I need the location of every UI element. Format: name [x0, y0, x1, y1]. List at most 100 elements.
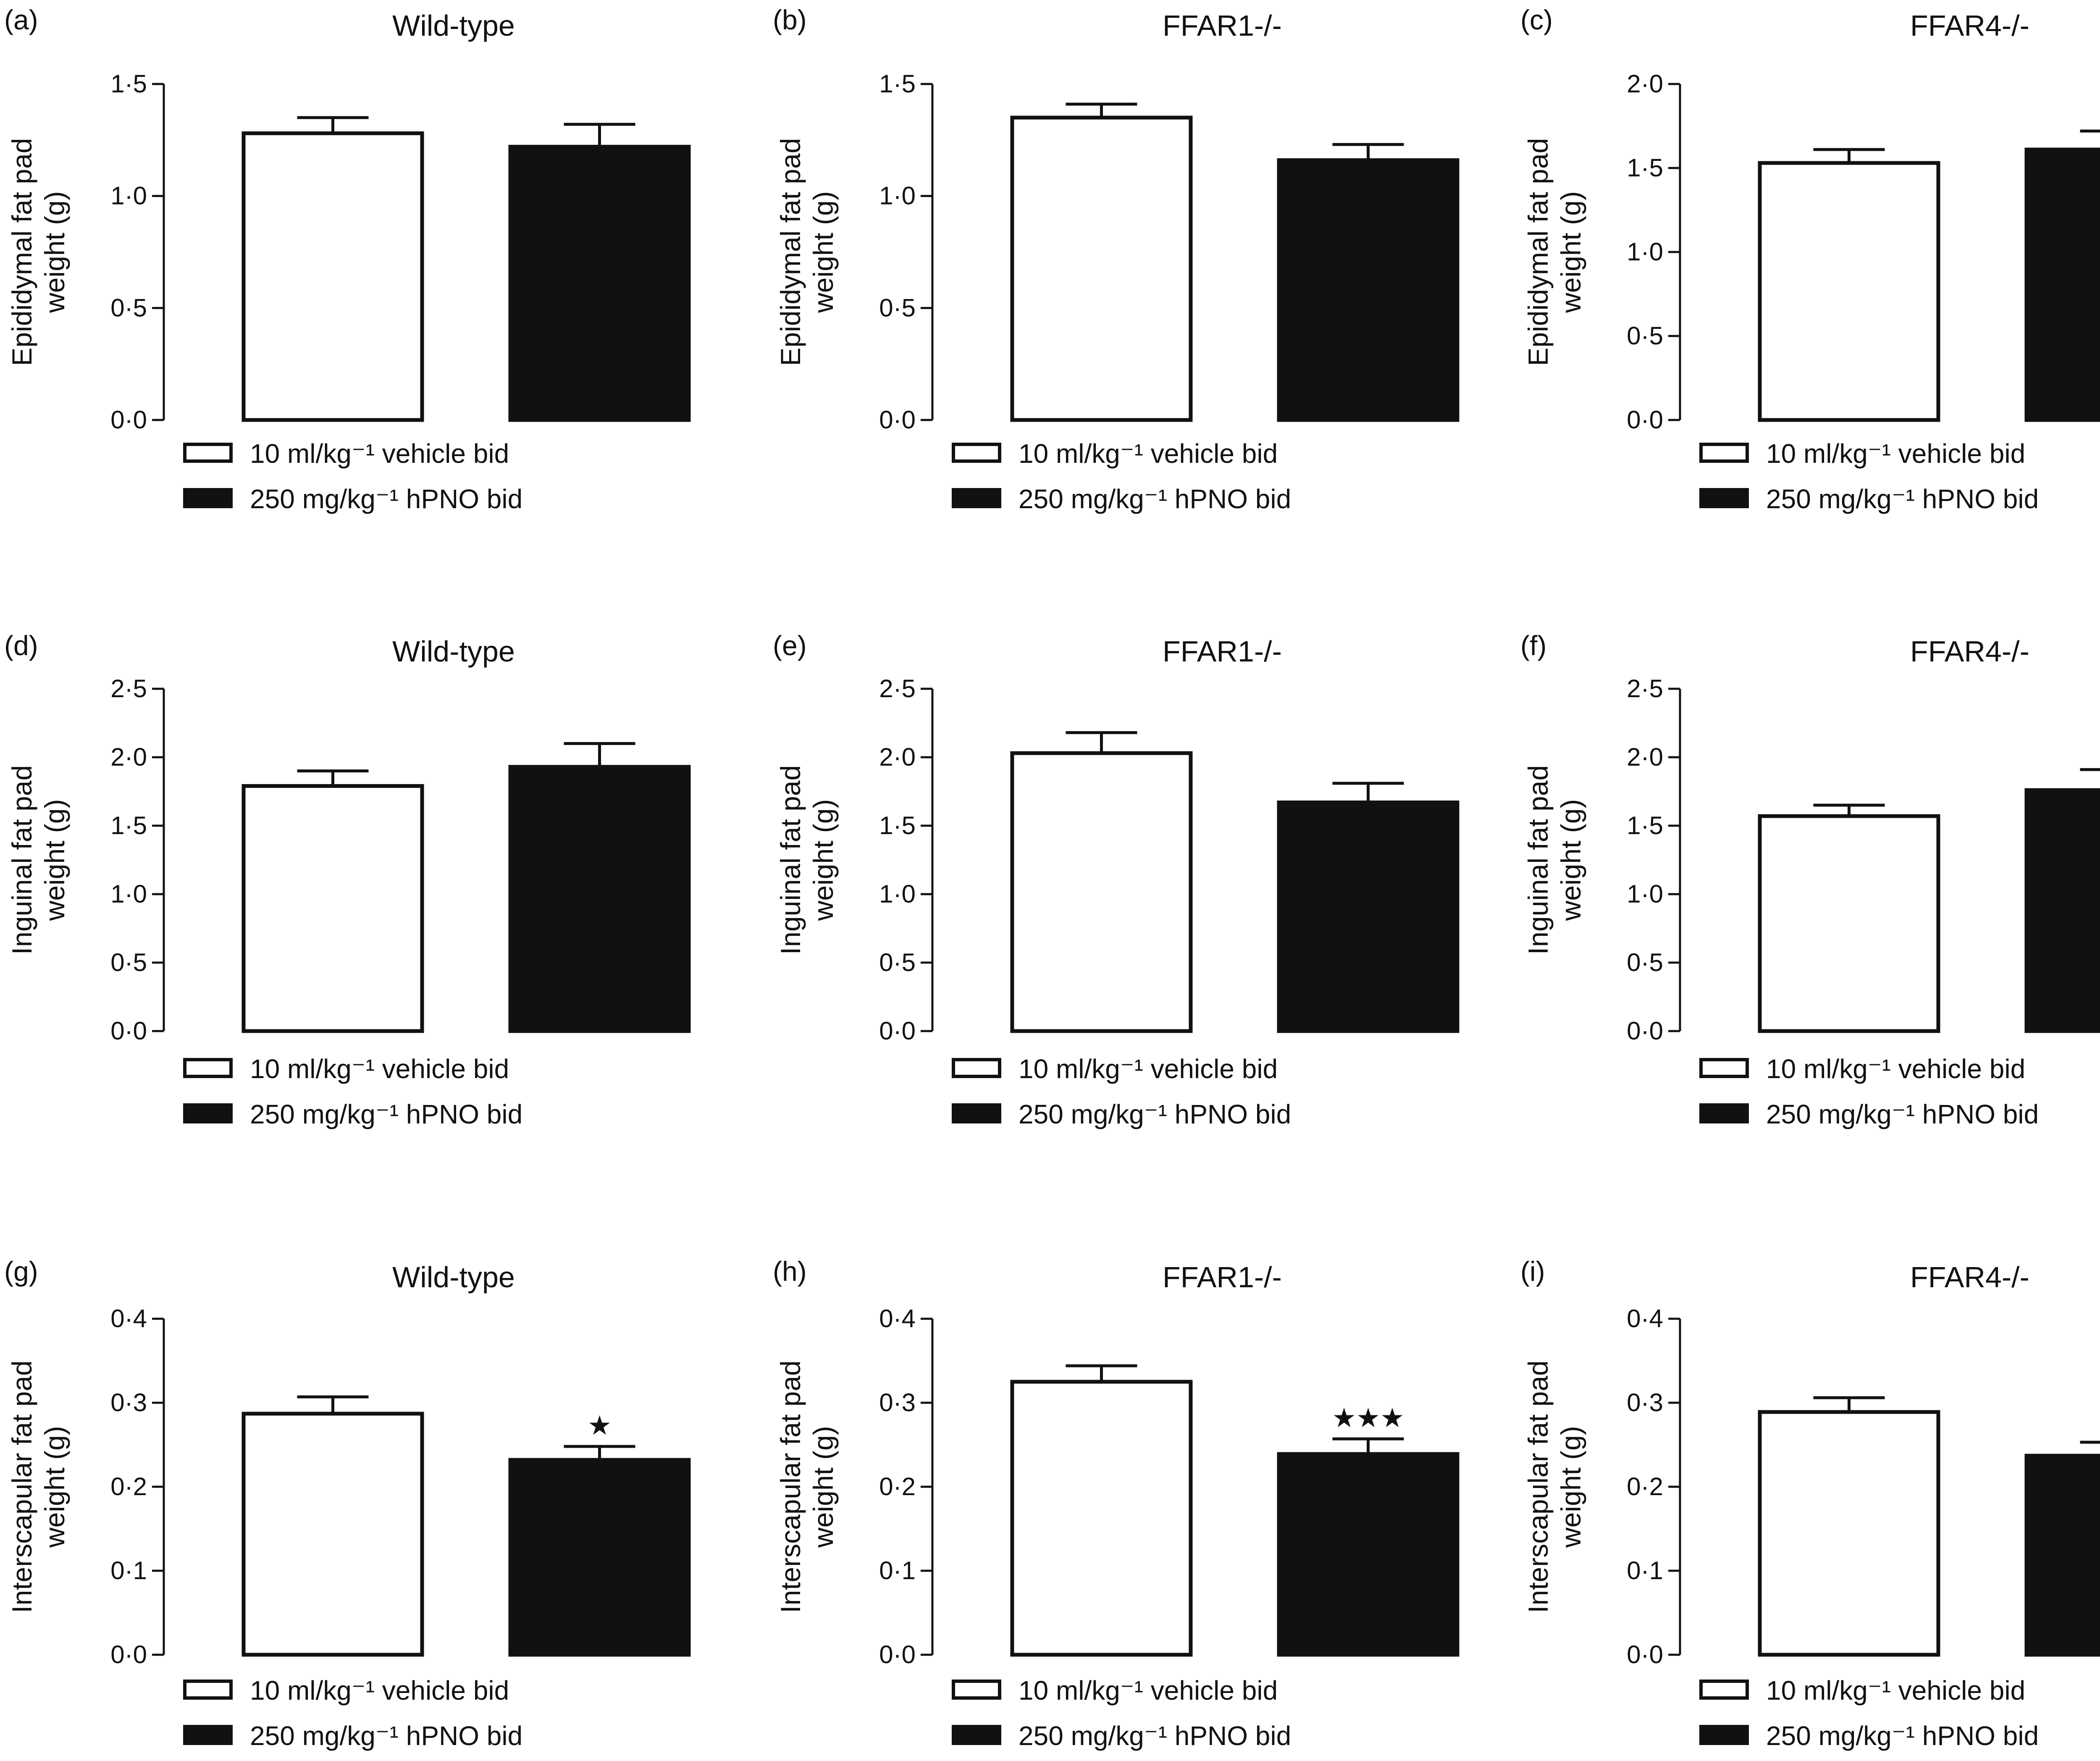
y-tick-label: 0·0	[110, 1017, 147, 1045]
y-tick-label: 0·1	[110, 1556, 147, 1585]
y-axis-title-line: Interscapular fat pad	[1522, 1360, 1554, 1613]
legend-swatch-hpno	[1699, 1103, 1749, 1123]
bar-vehicle	[1010, 751, 1193, 1033]
y-axis-title: Inguinal fat padweight (g)	[6, 765, 70, 955]
legend-swatch-hpno	[183, 1725, 233, 1745]
y-axis-title: Inguinal fat padweight (g)	[1522, 765, 1586, 955]
legend-label: 10 ml/kg⁻¹ vehicle bid	[250, 438, 509, 469]
bar-vehicle	[1758, 814, 1940, 1033]
y-tick-label: 0·3	[110, 1388, 147, 1417]
bar-vehicle	[242, 131, 424, 422]
legend-swatch-vehicle	[183, 443, 233, 463]
legend-swatch-vehicle	[183, 1058, 233, 1078]
y-axis-title: Interscapular fat padweight (g)	[6, 1360, 70, 1613]
legend-label: 10 ml/kg⁻¹ vehicle bid	[1766, 1054, 2025, 1084]
panel-f: (f) FFAR4-/- Inguinal fat padweight (g) 0·0…	[1520, 630, 2100, 1129]
y-tick-label: 1·0	[879, 182, 916, 210]
legend-label: 250 mg/kg⁻¹ hPNO bid	[1018, 484, 1291, 514]
y-axis-title: Interscapular fat padweight (g)	[1522, 1360, 1586, 1613]
bar-hpno	[2024, 788, 2100, 1033]
y-axis-title-line: Interscapular fat pad	[6, 1360, 37, 1613]
y-tick-label: 2·0	[879, 743, 916, 771]
panel-d: (d) Wild-type Inguinal fat padweight (g) 0·…	[4, 630, 691, 1129]
panel-title: FFAR1-/-	[1163, 1261, 1282, 1294]
legend-label: 10 ml/kg⁻¹ vehicle bid	[1018, 1054, 1278, 1084]
panel-title: FFAR4-/-	[1910, 635, 2029, 668]
y-tick-label: 1·5	[879, 811, 916, 840]
legend-swatch-vehicle	[1699, 443, 1749, 463]
y-tick-label: 0·2	[1627, 1472, 1663, 1501]
y-tick-label: 1·0	[1627, 238, 1663, 266]
legend-swatch-vehicle	[1699, 1680, 1749, 1700]
panel-h: (h) FFAR1-/- Interscapular fat padweight (…	[773, 1256, 1460, 1751]
panel-e: (e) FFAR1-/- Inguinal fat padweight (g) 0·0…	[773, 630, 1460, 1129]
legend-label: 250 mg/kg⁻¹ hPNO bid	[250, 484, 522, 514]
y-axis-title: Inguinal fat padweight (g)	[775, 765, 839, 955]
y-axis-title-line: weight (g)	[808, 191, 839, 313]
y-tick-label: 0·5	[879, 948, 916, 976]
legend-label: 250 mg/kg⁻¹ hPNO bid	[1018, 1721, 1291, 1751]
panel-letter: (h)	[773, 1256, 807, 1287]
bar-vehicle	[1758, 161, 1940, 422]
y-axis-title-line: weight (g)	[1555, 799, 1586, 921]
legend-label: 10 ml/kg⁻¹ vehicle bid	[250, 1675, 509, 1706]
legend-swatch-hpno	[1699, 488, 1749, 508]
legend-swatch-hpno	[183, 488, 233, 508]
y-axis-title: Epididymal fat padweight (g)	[1522, 138, 1586, 366]
y-tick-label: 0·2	[879, 1472, 916, 1501]
panel-letter: (e)	[773, 630, 807, 661]
legend-label: 10 ml/kg⁻¹ vehicle bid	[1018, 1675, 1278, 1706]
panel-title: Wild-type	[392, 635, 515, 668]
panel-letter: (i)	[1520, 1256, 1545, 1287]
y-tick-label: 1·5	[110, 70, 147, 98]
bar-vehicle	[1010, 1380, 1193, 1657]
y-axis-title-line: weight (g)	[1555, 191, 1586, 313]
panel-g: (g) Wild-type Interscapular fat padweight …	[4, 1256, 691, 1751]
y-tick-label: 0·0	[879, 1017, 916, 1045]
y-tick-label: 0·0	[1627, 406, 1663, 434]
y-tick-label: 2·0	[110, 743, 147, 771]
bar-hpno	[1277, 1452, 1460, 1657]
panel-title: Wild-type	[392, 9, 515, 42]
panel-a: (a) Wild-type Epididymal fat padweight (g)…	[4, 4, 691, 514]
legend-label: 250 mg/kg⁻¹ hPNO bid	[1766, 1099, 2039, 1129]
y-tick-label: 0·5	[1627, 322, 1663, 350]
y-tick-label: 1·5	[110, 811, 147, 840]
significance-mark: ★★★	[1332, 1403, 1404, 1433]
y-tick-label: 2·0	[1627, 70, 1663, 98]
legend-swatch-vehicle	[952, 1680, 1001, 1700]
y-tick-label: 0·0	[879, 406, 916, 434]
panel-letter: (f)	[1520, 630, 1546, 661]
panel-title: FFAR4-/-	[1910, 1261, 2029, 1294]
legend-label: 250 mg/kg⁻¹ hPNO bid	[1018, 1099, 1291, 1129]
bar-vehicle	[242, 784, 424, 1033]
y-tick-label: 1·0	[879, 880, 916, 908]
panel-letter: (a)	[4, 4, 38, 35]
panel-b: (b) FFAR1-/- Epididymal fat padweight (g) 0…	[773, 4, 1460, 514]
y-tick-label: 0·5	[879, 294, 916, 322]
panel-title: FFAR4-/-	[1910, 9, 2029, 42]
y-tick-label: 0·4	[1627, 1304, 1663, 1333]
panel-c: (c) FFAR4-/- Epididymal fat padweight (g) 0…	[1520, 4, 2100, 514]
legend-swatch-hpno	[952, 1725, 1001, 1745]
legend-label: 250 mg/kg⁻¹ hPNO bid	[250, 1721, 522, 1751]
y-tick-label: 1·5	[879, 70, 916, 98]
panel-letter: (d)	[4, 630, 38, 661]
y-tick-label: 0·5	[110, 294, 147, 322]
y-axis-title-line: Inguinal fat pad	[775, 765, 806, 955]
bar-hpno	[508, 144, 691, 422]
legend-label: 250 mg/kg⁻¹ hPNO bid	[1766, 1721, 2039, 1751]
panel-letter: (b)	[773, 4, 807, 35]
bar-vehicle	[1010, 115, 1193, 422]
bar-hpno	[1277, 158, 1460, 422]
y-axis-title-line: weight (g)	[808, 799, 839, 921]
y-tick-label: 1·5	[1627, 811, 1663, 840]
bar-vehicle	[242, 1412, 424, 1657]
y-tick-label: 0·0	[110, 406, 147, 434]
bar-hpno	[1277, 800, 1460, 1033]
y-axis-title-line: weight (g)	[1555, 1426, 1586, 1548]
y-tick-label: 0·1	[1627, 1556, 1663, 1585]
legend-label: 10 ml/kg⁻¹ vehicle bid	[1766, 1675, 2025, 1706]
y-tick-label: 0·1	[879, 1556, 916, 1585]
significance-mark: ★	[588, 1410, 612, 1441]
